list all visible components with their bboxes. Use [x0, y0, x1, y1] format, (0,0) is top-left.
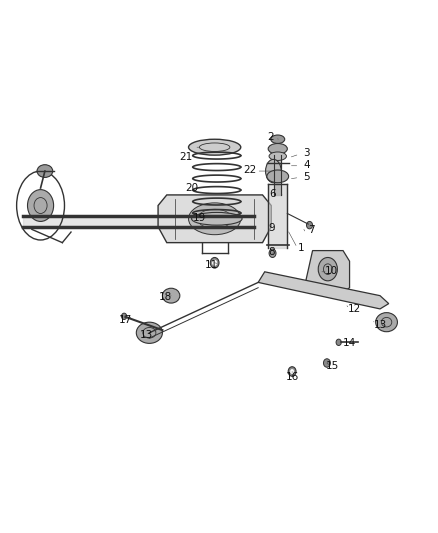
Polygon shape [306, 251, 350, 296]
Polygon shape [158, 195, 271, 243]
Text: 8: 8 [268, 247, 275, 257]
Text: 13: 13 [140, 330, 153, 341]
Text: 5: 5 [304, 172, 310, 182]
Text: 10: 10 [325, 266, 338, 276]
Text: 15: 15 [325, 361, 339, 371]
Text: 3: 3 [304, 148, 310, 158]
Text: 7: 7 [308, 225, 314, 236]
Text: 16: 16 [286, 372, 299, 382]
Ellipse shape [265, 159, 281, 183]
Ellipse shape [271, 135, 285, 143]
Text: 14: 14 [343, 338, 356, 349]
Circle shape [212, 260, 217, 265]
Text: 21: 21 [180, 152, 193, 161]
Text: 11: 11 [205, 261, 218, 270]
Ellipse shape [188, 203, 241, 235]
Circle shape [210, 257, 219, 268]
Polygon shape [258, 272, 389, 309]
Text: 12: 12 [348, 304, 361, 314]
Text: 20: 20 [185, 183, 198, 193]
Ellipse shape [267, 170, 289, 183]
Ellipse shape [269, 152, 286, 160]
Circle shape [290, 369, 294, 374]
Circle shape [288, 367, 296, 376]
Circle shape [269, 249, 276, 257]
Ellipse shape [37, 165, 53, 177]
Text: 22: 22 [244, 165, 257, 175]
Circle shape [336, 339, 341, 345]
Text: 1: 1 [297, 243, 304, 253]
Text: 17: 17 [119, 314, 132, 325]
Ellipse shape [188, 139, 241, 155]
Ellipse shape [191, 213, 242, 225]
Text: 4: 4 [304, 160, 310, 169]
Text: 2: 2 [267, 132, 274, 142]
Circle shape [307, 221, 313, 229]
Text: 9: 9 [268, 223, 275, 233]
Circle shape [323, 359, 330, 367]
Ellipse shape [136, 322, 162, 343]
Ellipse shape [376, 313, 397, 332]
Circle shape [121, 313, 127, 319]
Ellipse shape [268, 143, 287, 154]
Circle shape [318, 257, 337, 281]
Circle shape [28, 190, 53, 221]
Text: 19: 19 [193, 213, 206, 223]
Text: 6: 6 [269, 189, 276, 199]
Text: 18: 18 [159, 292, 173, 302]
Text: 13: 13 [374, 320, 388, 330]
Ellipse shape [162, 288, 180, 303]
